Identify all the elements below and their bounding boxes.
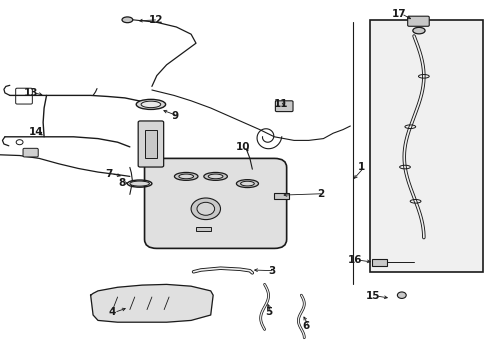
Text: 3: 3	[269, 266, 275, 276]
Text: 13: 13	[24, 87, 38, 98]
Ellipse shape	[130, 181, 149, 186]
Ellipse shape	[122, 17, 133, 23]
Ellipse shape	[208, 174, 223, 179]
Circle shape	[397, 292, 406, 298]
Text: 1: 1	[358, 162, 365, 172]
Text: 15: 15	[366, 291, 381, 301]
Circle shape	[191, 198, 220, 220]
Ellipse shape	[204, 172, 227, 180]
Text: 10: 10	[236, 142, 251, 152]
Bar	[145, 130, 157, 158]
Bar	[370, 20, 483, 272]
Text: 2: 2	[318, 189, 324, 199]
Bar	[372, 259, 387, 266]
Text: 14: 14	[28, 127, 43, 138]
Text: 7: 7	[105, 168, 113, 179]
Text: 6: 6	[303, 321, 310, 331]
Text: 8: 8	[118, 178, 125, 188]
FancyBboxPatch shape	[275, 101, 293, 112]
Ellipse shape	[179, 174, 194, 179]
FancyBboxPatch shape	[138, 121, 164, 167]
Ellipse shape	[241, 181, 254, 186]
Ellipse shape	[236, 180, 259, 188]
Ellipse shape	[413, 27, 425, 34]
Ellipse shape	[141, 101, 161, 108]
FancyBboxPatch shape	[145, 158, 287, 248]
Polygon shape	[91, 284, 213, 322]
FancyBboxPatch shape	[408, 16, 429, 26]
Bar	[274, 193, 289, 199]
Text: 12: 12	[148, 15, 163, 25]
Text: 16: 16	[347, 255, 362, 265]
Text: 9: 9	[172, 111, 179, 121]
Text: 17: 17	[392, 9, 406, 19]
Ellipse shape	[174, 172, 198, 180]
Ellipse shape	[136, 99, 166, 109]
FancyBboxPatch shape	[23, 148, 38, 157]
Circle shape	[197, 202, 215, 215]
Text: 5: 5	[265, 307, 272, 318]
Text: 11: 11	[274, 99, 289, 109]
Bar	[196, 227, 211, 231]
Text: 4: 4	[108, 307, 116, 318]
